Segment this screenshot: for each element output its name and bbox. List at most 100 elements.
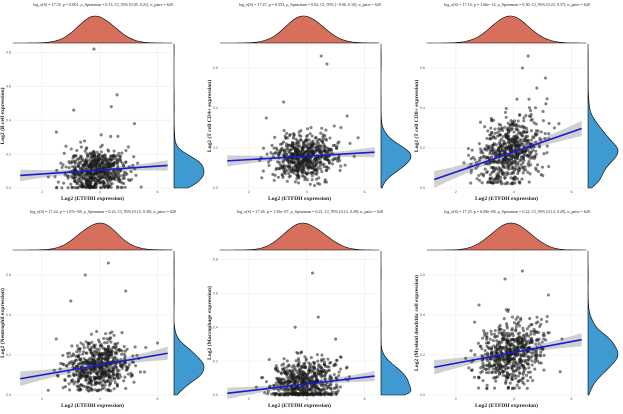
data-point <box>506 385 510 390</box>
data-point <box>302 164 306 168</box>
data-point <box>328 374 332 378</box>
data-point <box>317 371 321 376</box>
data-point <box>67 351 71 355</box>
y-tick-label: 0.0 <box>6 393 11 397</box>
data-point <box>543 76 548 80</box>
data-point <box>525 333 529 337</box>
data-point <box>293 180 297 184</box>
data-point <box>522 152 526 156</box>
data-point <box>518 180 522 184</box>
data-point <box>507 163 511 168</box>
data-point <box>285 359 289 363</box>
data-point <box>113 170 117 174</box>
data-point <box>87 357 91 361</box>
data-point <box>322 363 326 367</box>
data-point <box>529 112 533 117</box>
data-point <box>73 380 77 384</box>
data-point <box>529 332 533 336</box>
data-point <box>281 377 285 381</box>
data-point <box>116 164 120 168</box>
data-point <box>60 186 64 190</box>
data-point <box>94 164 99 168</box>
data-point <box>304 162 309 166</box>
data-point <box>486 180 491 184</box>
data-point <box>103 172 107 176</box>
data-point <box>542 152 546 156</box>
data-point <box>520 134 524 138</box>
data-point <box>99 373 103 377</box>
data-point <box>496 130 500 135</box>
data-point <box>308 362 313 366</box>
data-point <box>282 154 287 158</box>
data-point <box>112 364 116 368</box>
data-point <box>79 154 83 158</box>
y-tick-label: 0.6 <box>213 66 218 70</box>
data-point <box>89 332 94 336</box>
data-point <box>294 359 298 363</box>
data-point <box>104 332 108 336</box>
data-point <box>89 152 93 156</box>
data-point <box>313 168 317 172</box>
data-point <box>92 152 96 156</box>
data-point <box>62 181 66 185</box>
data-point <box>275 166 279 170</box>
data-point <box>504 380 508 384</box>
data-point <box>545 320 549 324</box>
data-point <box>88 362 93 366</box>
data-point <box>481 379 485 383</box>
data-point <box>322 157 326 161</box>
data-point <box>290 369 294 374</box>
data-point <box>516 374 520 378</box>
data-point <box>504 363 508 368</box>
data-point <box>524 358 528 362</box>
data-point <box>539 138 543 142</box>
chart-svg: log_e(S) = 17.14, p = 1.66e−14, ρ_Spearm… <box>414 2 619 202</box>
data-point <box>485 136 489 140</box>
data-point <box>309 126 313 130</box>
data-point <box>343 163 347 167</box>
data-point <box>300 365 304 369</box>
data-point <box>279 371 283 375</box>
data-point <box>95 172 99 176</box>
data-point <box>518 352 522 356</box>
data-point <box>310 134 314 138</box>
y-tick-label: 0.2 <box>6 353 11 357</box>
data-point <box>527 97 531 101</box>
data-point <box>89 176 93 180</box>
y-axis-title: Log2 (B cell expression) <box>0 87 6 144</box>
data-point <box>534 342 538 346</box>
data-point <box>64 165 68 169</box>
data-point <box>287 392 291 396</box>
data-point <box>535 315 539 319</box>
data-point <box>552 126 556 130</box>
data-point <box>99 133 103 137</box>
data-point <box>506 334 511 338</box>
data-point <box>81 177 85 181</box>
data-point <box>83 273 87 277</box>
data-point <box>331 143 335 148</box>
data-point <box>532 332 536 336</box>
data-point <box>560 337 564 341</box>
data-point <box>299 351 303 355</box>
data-point <box>503 161 508 165</box>
data-point <box>88 370 92 374</box>
data-point <box>298 153 302 157</box>
scatter-points <box>254 271 351 397</box>
data-point <box>483 349 487 353</box>
data-point <box>539 350 543 354</box>
data-point <box>315 377 319 382</box>
data-point <box>99 150 103 154</box>
data-point <box>526 370 530 374</box>
data-point <box>329 392 333 396</box>
data-point <box>293 387 297 391</box>
data-point <box>254 385 258 389</box>
data-point <box>84 375 88 379</box>
data-point <box>73 154 77 158</box>
data-point <box>82 139 87 143</box>
data-point <box>545 314 549 319</box>
data-point <box>119 185 123 189</box>
data-point <box>324 149 329 153</box>
data-point <box>72 360 76 364</box>
y-tick-label: 0.2 <box>213 146 218 150</box>
data-point <box>273 151 277 155</box>
